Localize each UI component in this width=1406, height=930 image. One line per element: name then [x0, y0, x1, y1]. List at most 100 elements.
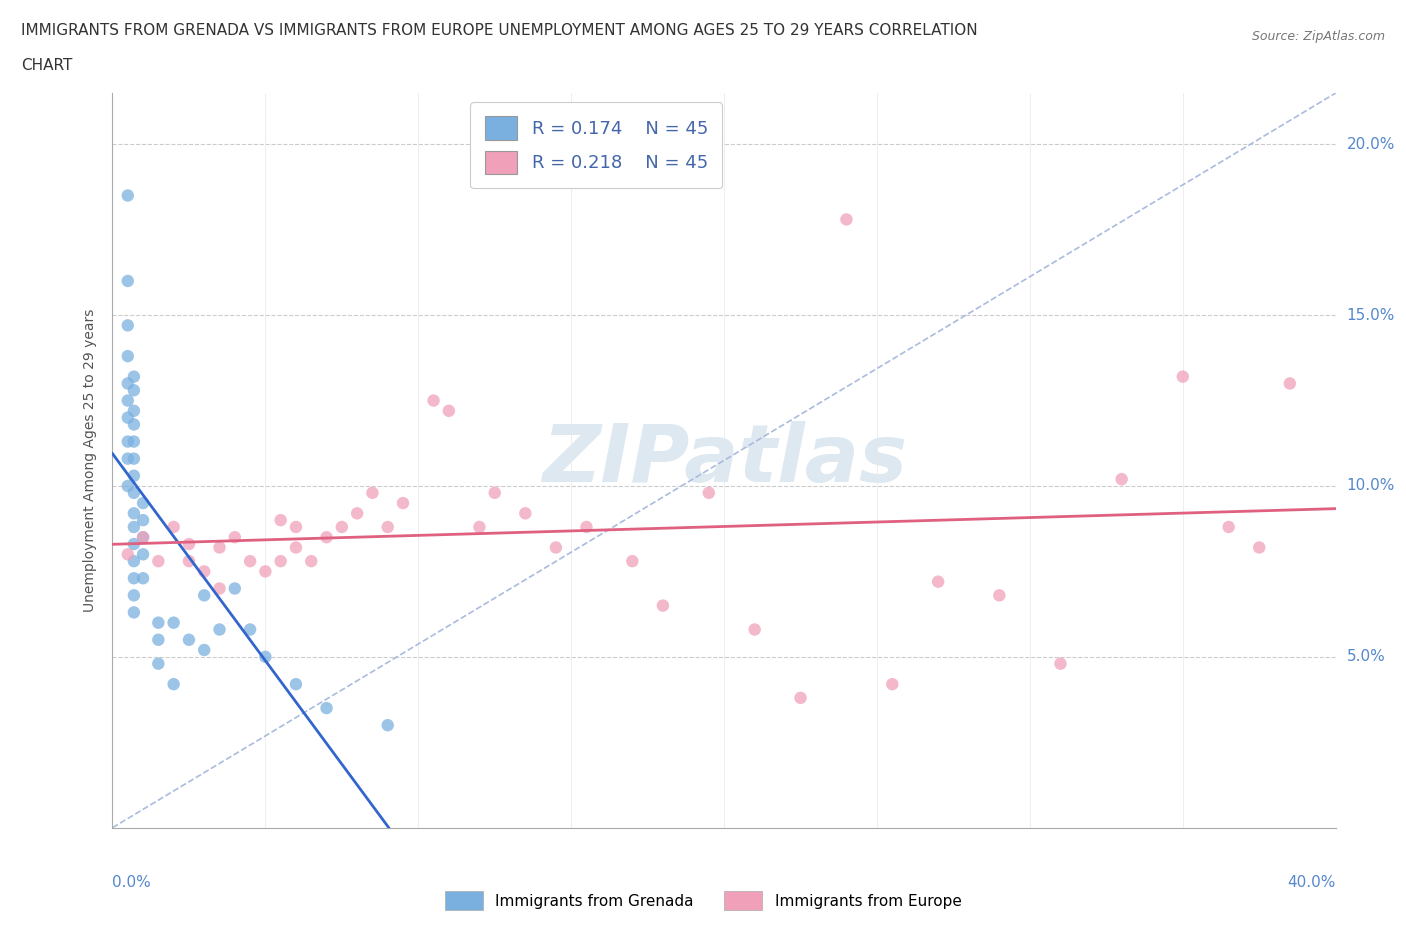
Point	[117, 410, 139, 425]
Point	[148, 553, 170, 568]
Point	[1278, 376, 1301, 391]
Point	[208, 540, 231, 555]
Point	[1111, 472, 1133, 486]
Point	[927, 574, 949, 589]
Point	[132, 496, 155, 511]
Point	[882, 677, 904, 692]
Point	[239, 553, 262, 568]
Point	[122, 451, 145, 466]
Point	[377, 718, 399, 733]
Point	[208, 622, 231, 637]
Point	[122, 469, 145, 484]
Point	[148, 616, 170, 631]
Point	[193, 643, 215, 658]
Point	[132, 530, 155, 545]
Point	[299, 553, 322, 568]
Point	[117, 479, 139, 494]
Point	[270, 512, 292, 527]
Point	[789, 690, 811, 705]
Point	[122, 553, 145, 568]
Point	[177, 553, 200, 568]
Point	[346, 506, 368, 521]
Text: Source: ZipAtlas.com: Source: ZipAtlas.com	[1251, 30, 1385, 43]
Text: CHART: CHART	[21, 58, 73, 73]
Point	[468, 520, 491, 535]
Point	[544, 540, 567, 555]
Point	[122, 571, 145, 586]
Point	[361, 485, 384, 500]
Point	[515, 506, 537, 521]
Point	[1218, 520, 1240, 535]
Point	[284, 677, 308, 692]
Point	[621, 553, 644, 568]
Point	[122, 369, 145, 384]
Point	[392, 496, 415, 511]
Text: ZIPatlas: ZIPatlas	[541, 421, 907, 499]
Point	[193, 588, 215, 603]
Point	[117, 376, 139, 391]
Point	[132, 571, 155, 586]
Point	[132, 512, 155, 527]
Point	[117, 188, 139, 203]
Point	[122, 520, 145, 535]
Point	[193, 564, 215, 578]
Point	[224, 581, 246, 596]
Point	[163, 520, 186, 535]
Point	[117, 393, 139, 408]
Point	[254, 649, 277, 664]
Point	[208, 581, 231, 596]
Point	[377, 520, 399, 535]
Point	[117, 318, 139, 333]
Point	[1249, 540, 1271, 555]
Point	[254, 564, 277, 578]
Point	[122, 485, 145, 500]
Point	[122, 404, 145, 418]
Point	[148, 657, 170, 671]
Point	[239, 622, 262, 637]
Legend: R = 0.174    N = 45, R = 0.218    N = 45: R = 0.174 N = 45, R = 0.218 N = 45	[470, 102, 723, 188]
Point	[284, 520, 308, 535]
Point	[117, 273, 139, 288]
Point	[575, 520, 598, 535]
Point	[744, 622, 766, 637]
Point	[177, 537, 200, 551]
Point	[988, 588, 1011, 603]
Point	[122, 605, 145, 620]
Point	[422, 393, 444, 408]
Point	[697, 485, 720, 500]
Point	[284, 540, 308, 555]
Point	[652, 598, 675, 613]
Point	[224, 530, 246, 545]
Point	[122, 383, 145, 398]
Point	[315, 700, 337, 715]
Point	[122, 506, 145, 521]
Point	[1171, 369, 1194, 384]
Point	[437, 404, 460, 418]
Text: IMMIGRANTS FROM GRENADA VS IMMIGRANTS FROM EUROPE UNEMPLOYMENT AMONG AGES 25 TO : IMMIGRANTS FROM GRENADA VS IMMIGRANTS FR…	[21, 23, 977, 38]
Point	[132, 547, 155, 562]
Point	[270, 553, 292, 568]
Point	[117, 451, 139, 466]
Point	[117, 434, 139, 449]
Point	[122, 417, 145, 432]
Point	[484, 485, 506, 500]
Point	[177, 632, 200, 647]
Text: 0.0%: 0.0%	[112, 875, 152, 890]
Point	[163, 616, 186, 631]
Point	[315, 530, 337, 545]
Legend: Immigrants from Grenada, Immigrants from Europe: Immigrants from Grenada, Immigrants from…	[437, 884, 969, 918]
Y-axis label: Unemployment Among Ages 25 to 29 years: Unemployment Among Ages 25 to 29 years	[83, 309, 97, 612]
Point	[122, 537, 145, 551]
Text: 40.0%: 40.0%	[1288, 875, 1336, 890]
Text: 10.0%: 10.0%	[1347, 478, 1395, 494]
Point	[330, 520, 353, 535]
Point	[117, 349, 139, 364]
Point	[163, 677, 186, 692]
Text: 20.0%: 20.0%	[1347, 137, 1395, 152]
Point	[122, 588, 145, 603]
Point	[132, 530, 155, 545]
Point	[148, 632, 170, 647]
Point	[835, 212, 858, 227]
Point	[122, 434, 145, 449]
Point	[1049, 657, 1071, 671]
